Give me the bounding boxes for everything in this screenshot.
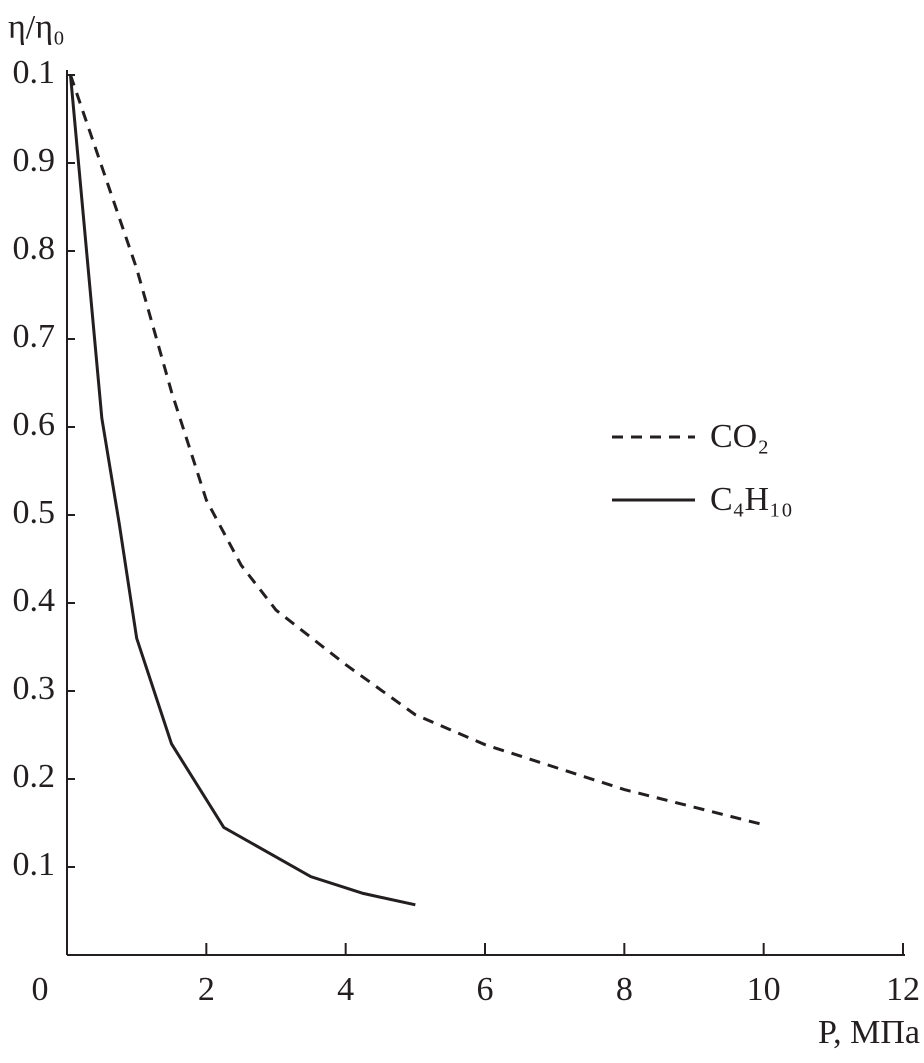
x-tick-label: 0 <box>32 971 49 1008</box>
y-tick-label: 0.1 <box>13 54 56 91</box>
x-tick-label: 8 <box>616 971 633 1008</box>
x-tick-label: 10 <box>747 971 781 1008</box>
series-line <box>69 74 765 827</box>
y-tick-label: 0.5 <box>13 494 56 531</box>
x-tick-label: 4 <box>337 971 354 1008</box>
y-tick-label: 0.2 <box>13 758 56 795</box>
y-axis-label: η/η₀ <box>8 9 65 46</box>
x-tick-label: 6 <box>477 971 494 1008</box>
y-tick-label: 0.1 <box>13 846 56 883</box>
y-tick-label: 0.9 <box>13 142 56 179</box>
x-tick-label: 2 <box>198 971 215 1008</box>
legend-label: C₄H₁₀ <box>710 481 793 518</box>
series-line <box>68 74 416 907</box>
y-tick-label: 0.3 <box>13 670 56 707</box>
y-tick-label: 0.8 <box>13 230 56 267</box>
y-tick-label: 0.6 <box>13 406 56 443</box>
legend-label: CO₂ <box>710 418 769 455</box>
x-axis-label: P, МПа <box>818 1014 920 1051</box>
y-tick-label: 0.7 <box>13 318 56 355</box>
y-tick-label: 0.4 <box>13 582 56 619</box>
x-tick-label: 12 <box>886 971 920 1008</box>
